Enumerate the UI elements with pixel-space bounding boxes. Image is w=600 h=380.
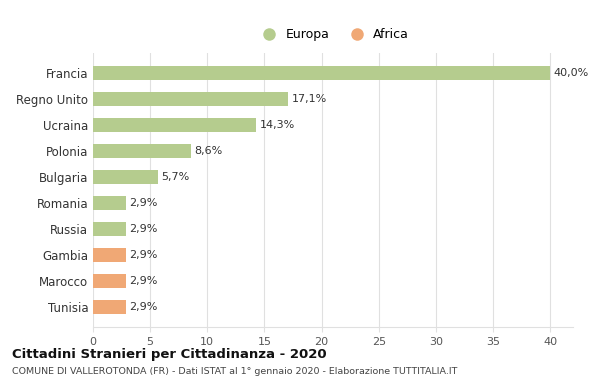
Text: 14,3%: 14,3% bbox=[260, 120, 295, 130]
Text: 2,9%: 2,9% bbox=[130, 250, 158, 260]
Text: 2,9%: 2,9% bbox=[130, 302, 158, 312]
Bar bbox=[93, 222, 126, 236]
Text: 2,9%: 2,9% bbox=[130, 224, 158, 234]
Bar bbox=[93, 196, 126, 210]
Bar bbox=[93, 170, 158, 184]
Text: COMUNE DI VALLEROTONDA (FR) - Dati ISTAT al 1° gennaio 2020 - Elaborazione TUTTI: COMUNE DI VALLEROTONDA (FR) - Dati ISTAT… bbox=[12, 367, 457, 376]
Legend: Europa, Africa: Europa, Africa bbox=[257, 28, 409, 41]
Text: 2,9%: 2,9% bbox=[130, 198, 158, 208]
Bar bbox=[93, 92, 289, 106]
Bar bbox=[93, 118, 256, 132]
Bar bbox=[93, 248, 126, 262]
Text: 17,1%: 17,1% bbox=[292, 94, 327, 104]
Text: 8,6%: 8,6% bbox=[195, 146, 223, 156]
Text: 5,7%: 5,7% bbox=[161, 172, 190, 182]
Text: 40,0%: 40,0% bbox=[554, 68, 589, 78]
Bar bbox=[93, 300, 126, 314]
Text: Cittadini Stranieri per Cittadinanza - 2020: Cittadini Stranieri per Cittadinanza - 2… bbox=[12, 348, 326, 361]
Text: 2,9%: 2,9% bbox=[130, 276, 158, 286]
Bar bbox=[93, 274, 126, 288]
Bar bbox=[93, 144, 191, 158]
Bar bbox=[93, 66, 550, 80]
